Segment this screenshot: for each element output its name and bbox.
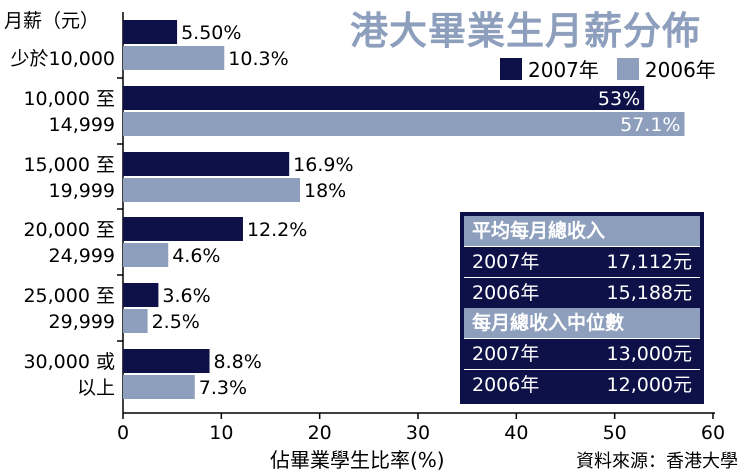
category-label-2-line-1: 19,999 bbox=[49, 180, 115, 202]
mean-value-2006: 15,188元 bbox=[606, 282, 692, 304]
category-label-5-line-1: 以上 bbox=[77, 377, 115, 399]
median-row-2006: 2006年 12,000元 bbox=[464, 369, 700, 400]
category-label-0: 少於10,000 bbox=[11, 48, 115, 70]
bar-label-2006年-0: 10.3% bbox=[228, 48, 288, 70]
bar-label-2007年-3: 12.2% bbox=[247, 219, 307, 241]
x-tick-label-50: 50 bbox=[603, 422, 627, 444]
income-summary-box: 平均每月總收入 2007年 17,112元 2006年 15,188元 每月總收… bbox=[460, 212, 704, 404]
median-row-2007: 2007年 13,000元 bbox=[464, 338, 700, 369]
bar-2007年-2 bbox=[123, 152, 290, 176]
bar-label-2006年-3: 4.6% bbox=[172, 245, 220, 267]
legend: 2007年 2006年 bbox=[500, 54, 726, 83]
category-label-5-line-0: 30,000 或 bbox=[23, 351, 115, 373]
bar-2006年-5 bbox=[123, 375, 195, 399]
x-tick-label-20: 20 bbox=[308, 422, 332, 444]
category-label-4-line-1: 29,999 bbox=[49, 311, 115, 333]
bar-label-2006年-2: 18% bbox=[304, 180, 346, 202]
x-tick-label-40: 40 bbox=[504, 422, 528, 444]
median-year-2007: 2007年 bbox=[472, 343, 540, 365]
legend-label-2006: 2006年 bbox=[644, 58, 716, 82]
mean-row-2007: 2007年 17,112元 bbox=[464, 246, 700, 277]
mean-year-2007: 2007年 bbox=[472, 251, 540, 273]
legend-label-2007: 2007年 bbox=[528, 58, 599, 82]
mean-income-header: 平均每月總收入 bbox=[464, 216, 700, 246]
bar-label-2007年-5: 8.8% bbox=[214, 351, 262, 373]
legend-swatch-2007 bbox=[500, 57, 522, 80]
bar-2007年-0 bbox=[123, 20, 178, 44]
legend-item-2006: 2006年 bbox=[616, 54, 716, 83]
x-tick-label-10: 10 bbox=[209, 422, 233, 444]
x-tick-label-30: 30 bbox=[406, 422, 430, 444]
bar-2006年-0 bbox=[123, 46, 225, 70]
bar-label-2006年-5: 7.3% bbox=[199, 377, 247, 399]
bar-label-2007年-0: 5.50% bbox=[181, 22, 241, 44]
legend-item-2007: 2007年 bbox=[500, 54, 599, 83]
bar-2007年-1 bbox=[123, 86, 645, 110]
x-tick-label-0: 0 bbox=[117, 422, 129, 444]
bar-2007年-3 bbox=[123, 217, 243, 241]
category-label-4-line-0: 25,000 至 bbox=[23, 285, 115, 307]
median-income-header: 每月總收入中位數 bbox=[464, 308, 700, 338]
mean-year-2006: 2006年 bbox=[472, 282, 540, 304]
category-label-3-line-0: 20,000 至 bbox=[23, 219, 115, 241]
bar-label-2006年-4: 2.5% bbox=[152, 311, 200, 333]
category-label-1-line-1: 14,999 bbox=[49, 114, 115, 136]
bar-2007年-5 bbox=[123, 349, 210, 373]
bar-2007年-4 bbox=[123, 283, 159, 307]
bar-label-2007年-4: 3.6% bbox=[162, 285, 210, 307]
source-note: 資料來源：香港大學 bbox=[576, 451, 738, 472]
unit-label: 月薪（元） bbox=[4, 10, 100, 32]
median-year-2006: 2006年 bbox=[472, 374, 540, 396]
median-value-2006: 12,000元 bbox=[606, 374, 692, 396]
mean-row-2006: 2006年 15,188元 bbox=[464, 277, 700, 308]
mean-value-2007: 17,112元 bbox=[606, 251, 692, 273]
category-label-1-line-0: 10,000 至 bbox=[23, 88, 115, 110]
bar-2006年-2 bbox=[123, 178, 300, 202]
bar-label-2007年-1: 53% bbox=[598, 88, 640, 110]
bar-label-2007年-2: 16.9% bbox=[293, 154, 353, 176]
category-label-2-line-0: 15,000 至 bbox=[23, 154, 115, 176]
chart-title: 港大畢業生月薪分佈 bbox=[350, 9, 702, 53]
category-label-3-line-1: 24,999 bbox=[49, 245, 115, 267]
x-axis-label: 佔畢業學生比率(%) bbox=[270, 448, 445, 472]
legend-swatch-2006 bbox=[616, 57, 639, 80]
x-tick-label-60: 60 bbox=[701, 422, 725, 444]
bar-label-2006年-1: 57.1% bbox=[620, 114, 680, 136]
bar-2006年-3 bbox=[123, 243, 169, 267]
bar-2006年-4 bbox=[123, 309, 148, 333]
bar-2006年-1 bbox=[123, 112, 685, 136]
median-value-2007: 13,000元 bbox=[606, 343, 692, 365]
